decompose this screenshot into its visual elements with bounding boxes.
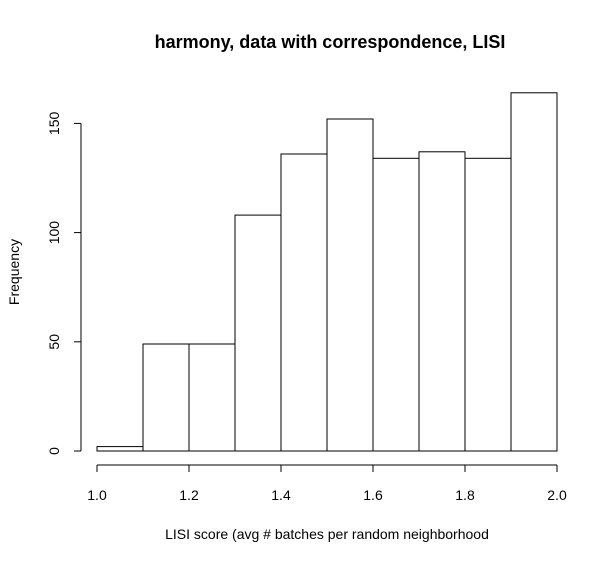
y-tick-label: 0 [46, 447, 62, 455]
y-axis-label: Frequency [6, 239, 22, 305]
histogram-bar [96, 446, 144, 452]
histogram-bar [418, 151, 466, 452]
histogram-bar [510, 92, 558, 452]
histogram-bar [326, 118, 374, 452]
histogram-bar [464, 157, 512, 452]
x-tick-label: 1.0 [87, 487, 107, 503]
histogram-bar [142, 343, 190, 452]
y-tick-label: 100 [46, 221, 62, 245]
x-tick-label: 1.2 [179, 487, 199, 503]
x-axis-label: LISI score (avg # batches per random nei… [165, 526, 489, 542]
bars-group [96, 92, 558, 452]
x-tick-label: 1.8 [455, 487, 475, 503]
x-tick-label: 2.0 [547, 487, 567, 503]
x-tick-label: 1.4 [271, 487, 291, 503]
x-axis: 1.0 1.2 1.4 1.6 1.8 2.0 [87, 464, 567, 503]
histogram-bar [234, 214, 282, 452]
histogram-bar [280, 153, 328, 452]
x-tick-label: 1.6 [363, 487, 383, 503]
histogram-bar [188, 343, 236, 452]
chart-title: harmony, data with correspondence, LISI [155, 32, 506, 52]
y-tick-label: 150 [46, 112, 62, 136]
y-axis: 0 50 100 150 [46, 112, 82, 455]
histogram-bar [372, 157, 420, 452]
y-tick-label: 50 [46, 334, 62, 350]
